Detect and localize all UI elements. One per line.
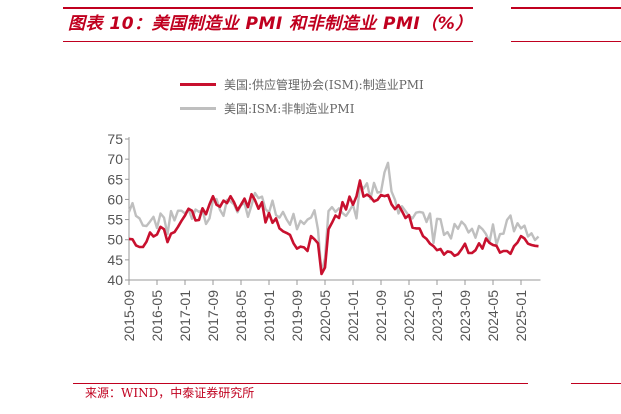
legend-swatch-manufacturing xyxy=(180,82,216,86)
y-tick-label: 50 xyxy=(107,232,123,248)
series-line-manufacturing xyxy=(128,179,539,276)
legend-item-non-manufacturing: 美国:ISM:非制造业PMI xyxy=(180,96,424,120)
x-tick-label: 2017-09 xyxy=(205,290,221,342)
x-tick-label: 2021-09 xyxy=(373,290,389,342)
x-tick-label: 2018-05 xyxy=(233,290,249,342)
title-bottom-rule-right xyxy=(511,41,621,42)
x-tick-label: 2019-09 xyxy=(289,290,305,342)
y-tick-label: 70 xyxy=(107,151,123,167)
x-tick-label: 2023-09 xyxy=(457,290,473,342)
y-tick-label: 40 xyxy=(107,272,123,288)
legend-swatch-non-manufacturing xyxy=(180,106,216,110)
x-tick-label: 2022-05 xyxy=(401,290,417,342)
y-tick-label: 60 xyxy=(107,191,123,207)
legend-label-non-manufacturing: 美国:ISM:非制造业PMI xyxy=(224,101,355,116)
title-top-rule-right xyxy=(511,7,621,9)
legend: 美国:供应管理协会(ISM):制造业PMI 美国:ISM:非制造业PMI xyxy=(180,72,424,120)
source-rule-right xyxy=(571,383,621,384)
legend-label-manufacturing: 美国:供应管理协会(ISM):制造业PMI xyxy=(224,77,424,92)
legend-item-manufacturing: 美国:供应管理协会(ISM):制造业PMI xyxy=(180,72,424,96)
series-line-non-manufacturing xyxy=(127,161,540,274)
x-tick-label: 2023-01 xyxy=(429,290,445,342)
title-top-rule xyxy=(63,7,473,9)
chart-title: 图表 10：美国制造业 PMI 和非制造业 PMI（%） xyxy=(68,14,473,34)
source-note: 来源：WIND，中泰证券研究所 xyxy=(85,386,255,400)
y-tick-label: 45 xyxy=(107,252,123,268)
x-tick-label: 2024-05 xyxy=(485,290,501,342)
y-tick-label: 65 xyxy=(107,171,123,187)
x-tick-label: 2015-09 xyxy=(121,290,137,342)
x-tick-label: 2021-01 xyxy=(345,290,361,342)
title-bottom-rule xyxy=(63,41,473,42)
x-tick-label: 2025-01 xyxy=(513,290,529,342)
y-tick-label: 55 xyxy=(107,212,123,228)
x-tick-label: 2016-05 xyxy=(149,290,165,342)
x-tick-label: 2020-05 xyxy=(317,290,333,342)
x-tick-label: 2017-01 xyxy=(177,290,193,342)
y-tick-label: 75 xyxy=(107,131,123,147)
source-rule xyxy=(73,383,528,384)
x-tick-label: 2019-01 xyxy=(261,290,277,342)
